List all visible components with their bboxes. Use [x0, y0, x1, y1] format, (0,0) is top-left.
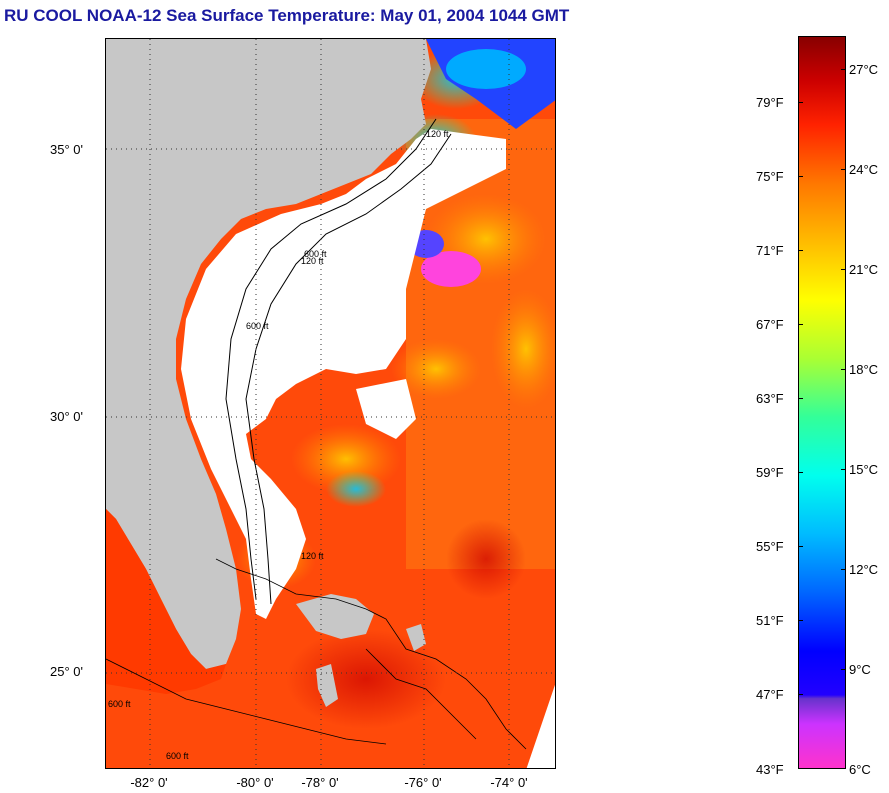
lon-label-82: -82° 0' — [130, 775, 168, 790]
f-label: 63°F — [756, 391, 784, 406]
f-label: 75°F — [756, 169, 784, 184]
f-label: 59°F — [756, 465, 784, 480]
f-label: 55°F — [756, 539, 784, 554]
colorbar-tick — [841, 469, 846, 470]
contour-label: 600 ft — [108, 699, 131, 709]
colorbar-tick — [798, 324, 803, 325]
contour-label: 120 ft — [301, 551, 324, 561]
f-label: 43°F — [756, 762, 784, 777]
lon-label-78: -78° 0' — [301, 775, 339, 790]
c-label: 24°C — [849, 162, 879, 177]
colorbar-tick — [798, 546, 803, 547]
colorbar-tick — [841, 169, 846, 170]
contour-label: 600 ft — [304, 249, 327, 259]
f-label: 79°F — [756, 95, 784, 110]
colorbar-tick — [798, 176, 803, 177]
colorbar-tick — [841, 369, 846, 370]
contour-label: 120 ft — [426, 129, 449, 139]
colorbar-tick — [798, 250, 803, 251]
colorbar-tick — [841, 269, 846, 270]
c-label: 15°C — [849, 462, 879, 477]
c-label: 12°C — [849, 562, 879, 577]
f-label: 67°F — [756, 317, 784, 332]
temperature-colorbar — [798, 36, 846, 769]
f-label: 71°F — [756, 243, 784, 258]
colorbar-tick — [841, 569, 846, 570]
c-label: 27°C — [849, 62, 879, 77]
lon-label-76: -76° 0' — [404, 775, 442, 790]
f-label: 51°F — [756, 613, 784, 628]
lat-label-30: 30° 0' — [50, 409, 83, 424]
graticule — [106, 39, 555, 768]
contour-label: 600 ft — [166, 751, 189, 761]
colorbar-tick — [841, 669, 846, 670]
contour-label: 120 ft — [301, 256, 324, 266]
colorbar-tick — [798, 694, 803, 695]
lat-label-25: 25° 0' — [50, 664, 83, 679]
colorbar-tick — [798, 102, 803, 103]
c-label: 18°C — [849, 362, 879, 377]
c-label: 21°C — [849, 262, 879, 277]
colorbar-tick — [841, 69, 846, 70]
colorbar-tick — [798, 398, 803, 399]
f-label: 47°F — [756, 687, 784, 702]
colorbar-tick — [798, 620, 803, 621]
c-label: 9°C — [849, 662, 871, 677]
contour-label: 600 ft — [246, 321, 269, 331]
lon-label-74: -74° 0' — [490, 775, 528, 790]
lon-label-80: -80° 0' — [236, 775, 274, 790]
map-title: RU COOL NOAA-12 Sea Surface Temperature:… — [4, 6, 570, 25]
colorbar-tick — [798, 472, 803, 473]
c-label: 6°C — [849, 762, 871, 777]
sst-map: 120 ft 600 ft 120 ft 600 ft 120 ft 600 f… — [105, 38, 556, 769]
sst-map-image: 120 ft 600 ft 120 ft 600 ft 120 ft 600 f… — [106, 39, 555, 768]
lat-label-35: 35° 0' — [50, 142, 83, 157]
